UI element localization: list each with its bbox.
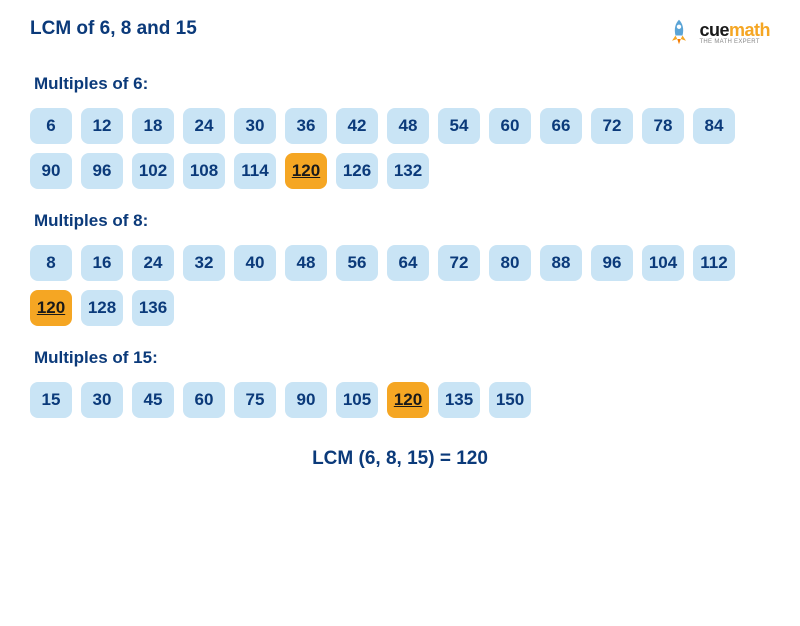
brand-text: cuemath THE MATH EXPERT — [699, 20, 770, 45]
multiple-chip: 80 — [489, 245, 531, 281]
section-title: Multiples of 6: — [34, 74, 770, 94]
multiple-chip: 60 — [183, 382, 225, 418]
multiples-section: Multiples of 15: 153045607590105120135150 — [30, 348, 770, 418]
multiple-chip: 30 — [234, 108, 276, 144]
multiple-chip: 24 — [183, 108, 225, 144]
brand-logo: cuemath THE MATH EXPERT — [665, 18, 770, 46]
brand-suffix: math — [729, 20, 770, 40]
multiple-chip: 6 — [30, 108, 72, 144]
chips-row: 81624324048566472808896104112 120128136 — [30, 245, 770, 326]
header: LCM of 6, 8 and 15 cuemath THE MATH EXPE… — [30, 18, 770, 46]
page-title: LCM of 6, 8 and 15 — [30, 18, 197, 40]
multiple-chip: 12 — [81, 108, 123, 144]
multiple-chip: 72 — [591, 108, 633, 144]
multiple-chip: 36 — [285, 108, 327, 144]
multiple-chip: 64 — [387, 245, 429, 281]
multiple-chip: 48 — [387, 108, 429, 144]
multiple-chip: 88 — [540, 245, 582, 281]
multiple-chip: 78 — [642, 108, 684, 144]
multiple-chip: 102 — [132, 153, 174, 189]
rocket-icon — [665, 18, 693, 46]
chips-row: 612182430364248546066727884 9096102108114… — [30, 108, 770, 189]
brand-tagline: THE MATH EXPERT — [699, 39, 770, 45]
multiple-chip: 104 — [642, 245, 684, 281]
multiple-chip: 105 — [336, 382, 378, 418]
multiple-chip-highlight: 120 — [387, 382, 429, 418]
multiple-chip-highlight: 120 — [30, 290, 72, 326]
multiple-chip: 48 — [285, 245, 327, 281]
multiple-chip: 84 — [693, 108, 735, 144]
multiple-chip: 30 — [81, 382, 123, 418]
multiple-chip: 45 — [132, 382, 174, 418]
multiple-chip: 24 — [132, 245, 174, 281]
multiple-chip: 114 — [234, 153, 276, 189]
multiple-chip: 75 — [234, 382, 276, 418]
lcm-result: LCM (6, 8, 15) = 120 — [30, 448, 770, 470]
multiple-chip: 16 — [81, 245, 123, 281]
multiple-chip: 8 — [30, 245, 72, 281]
multiple-chip: 135 — [438, 382, 480, 418]
multiple-chip: 126 — [336, 153, 378, 189]
multiple-chip: 66 — [540, 108, 582, 144]
multiple-chip: 15 — [30, 382, 72, 418]
multiple-chip: 18 — [132, 108, 174, 144]
sections-container: Multiples of 6:6121824303642485460667278… — [30, 74, 770, 418]
multiple-chip: 42 — [336, 108, 378, 144]
multiples-section: Multiples of 8: 8162432404856647280889610… — [30, 211, 770, 326]
multiple-chip: 132 — [387, 153, 429, 189]
multiple-chip: 32 — [183, 245, 225, 281]
multiple-chip: 96 — [591, 245, 633, 281]
multiples-section: Multiples of 6: 6121824303642485460667278… — [30, 74, 770, 189]
multiple-chip: 54 — [438, 108, 480, 144]
multiple-chip: 108 — [183, 153, 225, 189]
chips-row: 153045607590105120135150 — [30, 382, 770, 418]
section-title: Multiples of 8: — [34, 211, 770, 231]
multiple-chip-highlight: 120 — [285, 153, 327, 189]
multiple-chip: 96 — [81, 153, 123, 189]
multiple-chip: 150 — [489, 382, 531, 418]
multiple-chip: 90 — [285, 382, 327, 418]
multiple-chip: 56 — [336, 245, 378, 281]
section-title: Multiples of 15: — [34, 348, 770, 368]
brand-prefix: cue — [699, 20, 729, 40]
multiple-chip: 40 — [234, 245, 276, 281]
multiple-chip: 90 — [30, 153, 72, 189]
multiple-chip: 112 — [693, 245, 735, 281]
multiple-chip: 72 — [438, 245, 480, 281]
multiple-chip: 136 — [132, 290, 174, 326]
multiple-chip: 60 — [489, 108, 531, 144]
multiple-chip: 128 — [81, 290, 123, 326]
